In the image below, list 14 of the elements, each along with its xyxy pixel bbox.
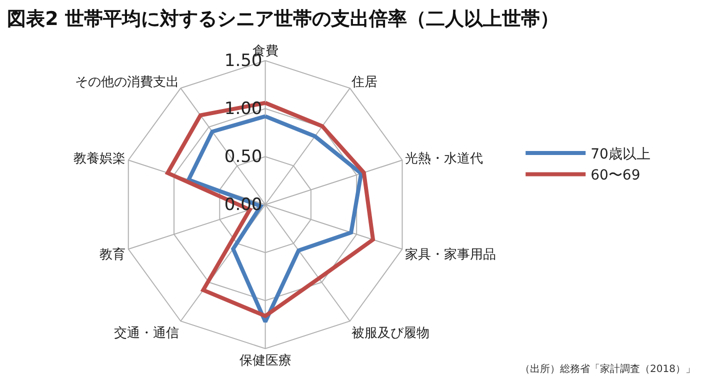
- spoke-label: 住居: [350, 75, 378, 90]
- legend-label: 60〜69: [590, 168, 640, 184]
- spoke-label: その他の消費支出: [74, 75, 179, 90]
- chart-title: 図表2 世帯平均に対するシニア世帯の支出倍率（二人以上世帯）: [7, 8, 559, 30]
- spoke-label: 家具・家事用品: [405, 246, 496, 262]
- y-tick-label: 0.50: [224, 147, 262, 168]
- spoke-label: 保健医療: [239, 354, 292, 369]
- spoke-label: 被服及び履物: [352, 326, 430, 341]
- text: （出所）総務省「家計調査（2018）」: [520, 363, 696, 375]
- spoke-label: 光熱・水道代: [405, 152, 484, 167]
- spoke-label: 教育: [99, 246, 126, 262]
- spoke-label: 教養娯楽: [73, 152, 126, 167]
- legend-label: 70歳以上: [590, 146, 650, 162]
- spoke-label: 交通・通信: [114, 324, 179, 341]
